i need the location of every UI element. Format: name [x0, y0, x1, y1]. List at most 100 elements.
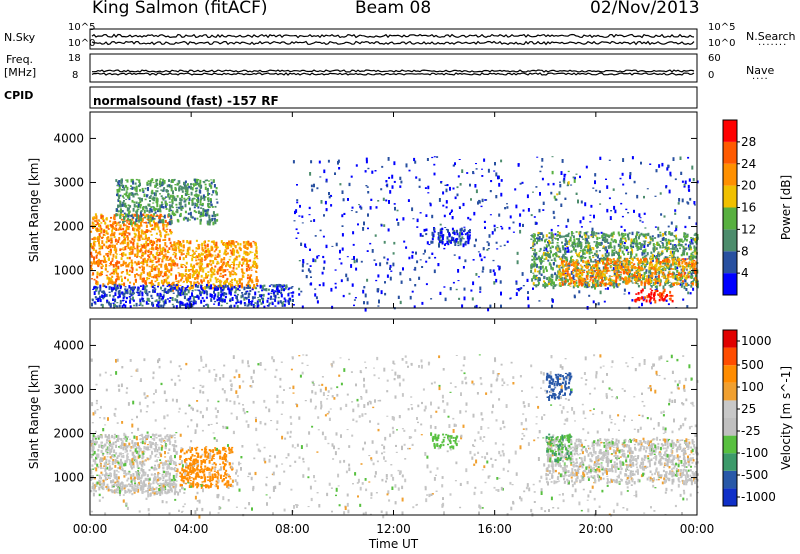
heat-cell — [526, 278, 529, 282]
heat-cell — [649, 163, 652, 165]
heat-cell — [296, 199, 299, 201]
heat-cell — [248, 292, 251, 296]
heat-cell — [497, 175, 499, 180]
heat-cell — [227, 287, 230, 290]
heat-cell — [214, 265, 217, 268]
heat-cell — [625, 192, 628, 195]
heat-cell — [108, 257, 110, 261]
heat-cell — [215, 288, 218, 291]
heat-cell — [242, 261, 245, 265]
heat-cell — [251, 300, 254, 303]
heat-cell — [588, 248, 591, 251]
heat-cell — [342, 198, 345, 202]
heat-cell — [389, 267, 391, 270]
heat-cell — [112, 270, 115, 273]
heat-cell — [446, 236, 449, 240]
heat-cell — [160, 201, 163, 204]
heat-cell — [200, 281, 203, 284]
heat-cell — [605, 262, 608, 264]
heat-cell — [545, 269, 548, 272]
heat-cell — [643, 271, 646, 276]
heat-cell — [555, 276, 558, 279]
heat-cell — [551, 235, 554, 238]
heat-cell — [608, 197, 611, 200]
heat-cell — [541, 265, 544, 269]
heat-cell — [692, 237, 694, 241]
heat-cell — [225, 242, 227, 246]
heat-cell — [544, 281, 546, 285]
heat-cell — [668, 231, 671, 235]
heat-cell — [337, 159, 340, 163]
heat-cell — [135, 268, 138, 271]
heat-cell — [287, 293, 290, 297]
heat-cell — [136, 209, 139, 213]
heat-cell — [679, 264, 682, 267]
heat-cell — [304, 243, 307, 248]
heat-cell — [214, 221, 217, 225]
heat-cell — [148, 291, 151, 293]
heat-cell — [203, 299, 206, 303]
heat-cell — [225, 253, 228, 256]
heat-cell — [614, 209, 617, 214]
heat-cell — [144, 246, 147, 249]
heat-cell — [531, 249, 534, 251]
heat-cell — [187, 247, 190, 250]
heat-cell — [316, 187, 319, 190]
heat-cell — [182, 244, 185, 249]
heat-cell — [119, 253, 122, 255]
heat-cell — [191, 290, 194, 292]
heat-cell — [688, 247, 691, 250]
heat-cell — [621, 235, 624, 240]
heat-cell — [454, 162, 456, 166]
heat-cell — [136, 253, 139, 256]
heat-cell — [584, 279, 587, 282]
heat-cell — [135, 192, 138, 195]
heat-cell — [191, 254, 194, 258]
heat-cell — [451, 227, 454, 231]
heat-cell — [93, 240, 96, 244]
heat-cell — [157, 267, 160, 270]
heat-cell — [178, 201, 181, 206]
heat-cell — [597, 242, 600, 244]
heat-cell — [537, 257, 540, 260]
heat-cell — [157, 304, 160, 309]
heat-cell — [180, 301, 183, 304]
heat-cell — [383, 224, 386, 227]
heat-cell — [443, 214, 446, 218]
heat-cell — [612, 250, 615, 252]
heat-cell — [682, 298, 685, 301]
heat-cell — [569, 285, 572, 287]
heat-cell — [486, 249, 489, 251]
heat-cell — [113, 282, 115, 285]
heat-cell — [541, 255, 544, 259]
heat-cell — [656, 241, 659, 245]
heat-cell — [592, 247, 595, 251]
heat-cell — [180, 263, 183, 267]
heat-cell — [668, 265, 671, 269]
heat-cell — [602, 247, 605, 249]
heat-cell — [561, 262, 564, 267]
heat-cell — [367, 227, 369, 230]
heat-cell — [535, 241, 538, 244]
heat-cell — [173, 199, 176, 202]
heat-cell — [472, 171, 475, 174]
heat-cell — [164, 248, 167, 253]
heat-cell — [117, 200, 120, 202]
heat-cell — [137, 208, 140, 211]
heat-cell — [253, 285, 256, 289]
heat-cell — [598, 242, 601, 245]
heat-cell — [138, 266, 141, 268]
heat-cell — [335, 242, 338, 247]
heat-cell — [202, 208, 205, 211]
heat-cell — [153, 197, 156, 200]
heat-cell — [689, 271, 692, 274]
heat-cell — [231, 261, 234, 264]
heat-cell — [172, 262, 175, 266]
heat-cell — [613, 249, 616, 251]
heat-cell — [667, 239, 670, 243]
heat-cell — [140, 272, 143, 276]
heat-cell — [200, 196, 203, 200]
heat-cell — [651, 237, 654, 239]
heat-cell — [489, 190, 492, 193]
heat-cell — [108, 291, 111, 293]
